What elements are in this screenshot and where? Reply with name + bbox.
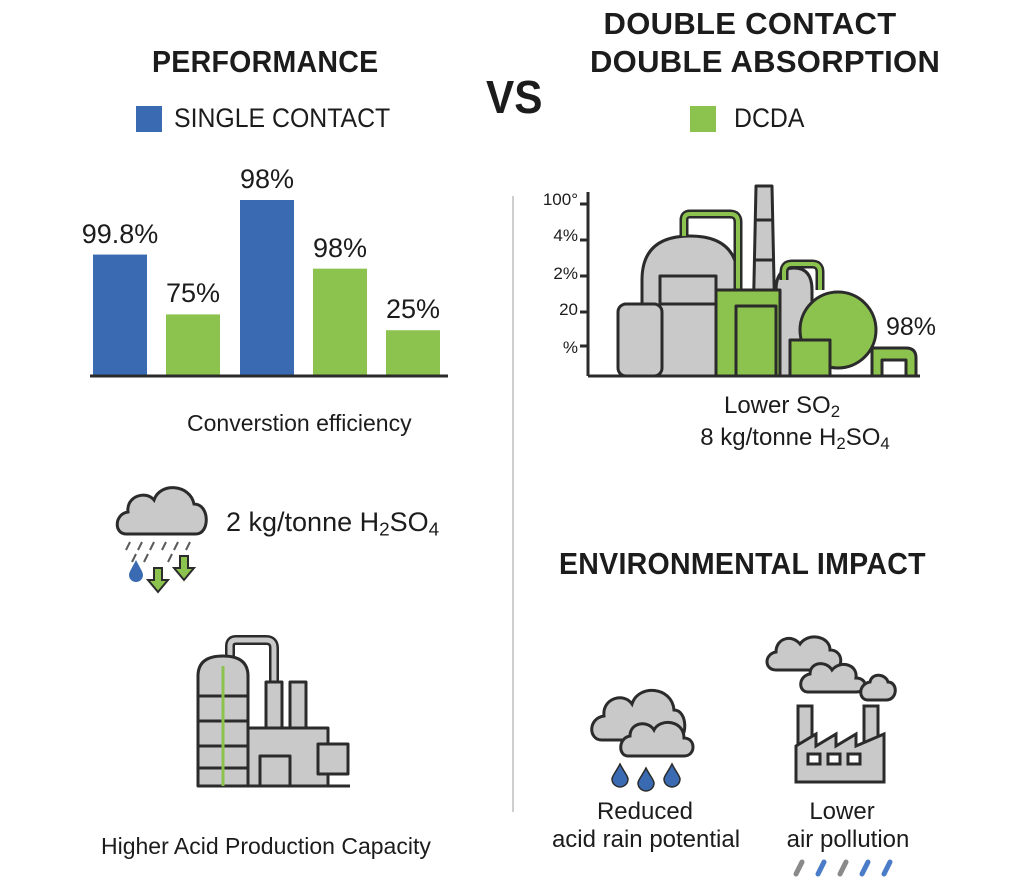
dcda-emission-prefix: 8 kg/tonne H [700,424,837,451]
reduced-label: Reduced [596,798,694,825]
acid-rain-cloud-icon [115,486,208,594]
dcda-emission-text: 8 kg/tonne H2SO4 [680,424,910,452]
dcda-legend-label: DCDA [734,103,805,133]
center-divider [512,196,514,812]
single-contact-legend-label: SINGLE CONTACT [174,103,391,133]
lower-air-pollution-factory-icon [765,635,897,784]
lower-label: Lower [809,798,875,825]
dcda-plant-value: 98% [886,313,937,341]
bar-5 [386,330,440,376]
emission-sub-h2: 2 [379,519,390,541]
bar-label-4: 98% [312,232,368,263]
acid-rain-potential-label: acid rain potential [551,826,741,853]
dcda-emission-sub-4: 4 [880,434,890,454]
emission-sub-4: 4 [428,519,440,541]
higher-capacity-caption: Higher Acid Production Capacity [101,833,431,859]
acid-plant-icon [196,635,350,788]
dcda-legend-swatch [690,106,716,132]
emission-so: SO [389,507,429,537]
performance-bar-chart: 99.8% 75% 98% 98% 25% [82,160,450,380]
dcda-emission-so: SO [845,424,881,451]
emission-prefix: 2 kg/tonne H [226,507,380,537]
conversion-efficiency-caption: Converstion efficiency [187,410,412,436]
bar-1 [93,254,147,376]
bar-3 [240,200,294,376]
performance-chart-svg [90,200,448,378]
air-pollution-label: air pollution [786,826,910,853]
dcda-heading-line1: DOUBLE CONTACT [603,6,897,41]
bar-2 [166,314,220,376]
dcda-ytick-5: % [562,338,578,357]
single-contact-emission-text: 2 kg/tonne H2SO4 [226,507,440,541]
lower-so2-prefix: Lower SO [723,392,831,419]
dcda-plant-chart [580,184,920,378]
bar-label-3: 98% [239,164,295,194]
single-contact-legend-swatch [136,106,162,132]
dcda-ytick-4: 20 [559,300,578,319]
reduced-acid-rain-icon [590,688,695,792]
dcda-emission-sub-h2: 2 [836,434,846,454]
bar-label-2: 75% [165,278,221,309]
lower-so2-label: Lower SO2 [712,392,852,420]
dcda-ytick-3: 2% [553,264,578,283]
bar-label-5: 25% [385,294,441,325]
dcda-ytick-2: 4% [553,226,578,245]
dcda-ytick-1: 100° [542,190,578,209]
light-rain-streaks-icon [793,859,893,877]
bar-label-1: 99.8% [81,218,159,249]
dcda-heading-line2: DOUBLE ABSORPTION [590,44,941,79]
performance-heading: PERFORMANCE [152,44,379,79]
bar-4 [313,268,367,376]
vs-label: VS [486,71,543,123]
environmental-impact-heading: ENVIRONMENTAL IMPACT [559,546,926,581]
lower-so2-sub: 2 [830,402,841,422]
